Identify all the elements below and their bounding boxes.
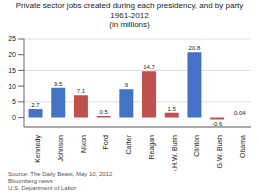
svg-text:1.5: 1.5 [168,106,177,112]
html-text:1961-2012: 1961-2012 [110,10,149,20]
svg-text:14.7: 14.7 [143,64,155,70]
svg-text:Reagan: Reagan [148,135,156,160]
svg-text:Ford: Ford [102,135,109,150]
svg-text:Kennedy: Kennedy [34,135,42,163]
svg-text:10: 10 [8,83,16,90]
svg-text:0.04: 0.04 [234,110,246,116]
svg-text:0.5: 0.5 [99,109,108,115]
svg-text:Nixon: Nixon [80,135,87,153]
svg-text:G.W. Bush: G.W. Bush [216,135,223,169]
svg-text:Clinton: Clinton [193,135,200,157]
svg-text:20.8: 20.8 [189,45,201,51]
html-text:(in millions): (in millions) [109,20,150,29]
svg-text:5: 5 [12,98,16,105]
svg-text:7.1: 7.1 [77,88,86,94]
svg-text:9: 9 [125,82,129,88]
svg-text:9.5: 9.5 [54,81,63,87]
svg-text:25: 25 [8,35,16,42]
svg-text:Carter: Carter [125,134,132,154]
svg-text:-0.6: -0.6 [212,121,223,127]
html-text:Private sector jobs created du: Private sector jobs created during each … [15,1,244,10]
svg-text:2.7: 2.7 [31,102,40,108]
svg-text:Obama: Obama [239,135,246,158]
html-text:Source: The Daily Beast, May 1: Source: The Daily Beast, May 10, 2012 [8,171,113,177]
svg-text:0: 0 [12,114,16,121]
svg-text:20: 20 [8,51,16,58]
svg-text:Johnson: Johnson [57,135,64,162]
html-text:Bloomberg news: Bloomberg news [8,178,53,184]
html-text:U.S. Department of Labor: U.S. Department of Labor [8,185,77,191]
svg-text:15: 15 [8,67,16,74]
svg-text:G.H.W. Bush: G.H.W. Bush [171,135,178,171]
